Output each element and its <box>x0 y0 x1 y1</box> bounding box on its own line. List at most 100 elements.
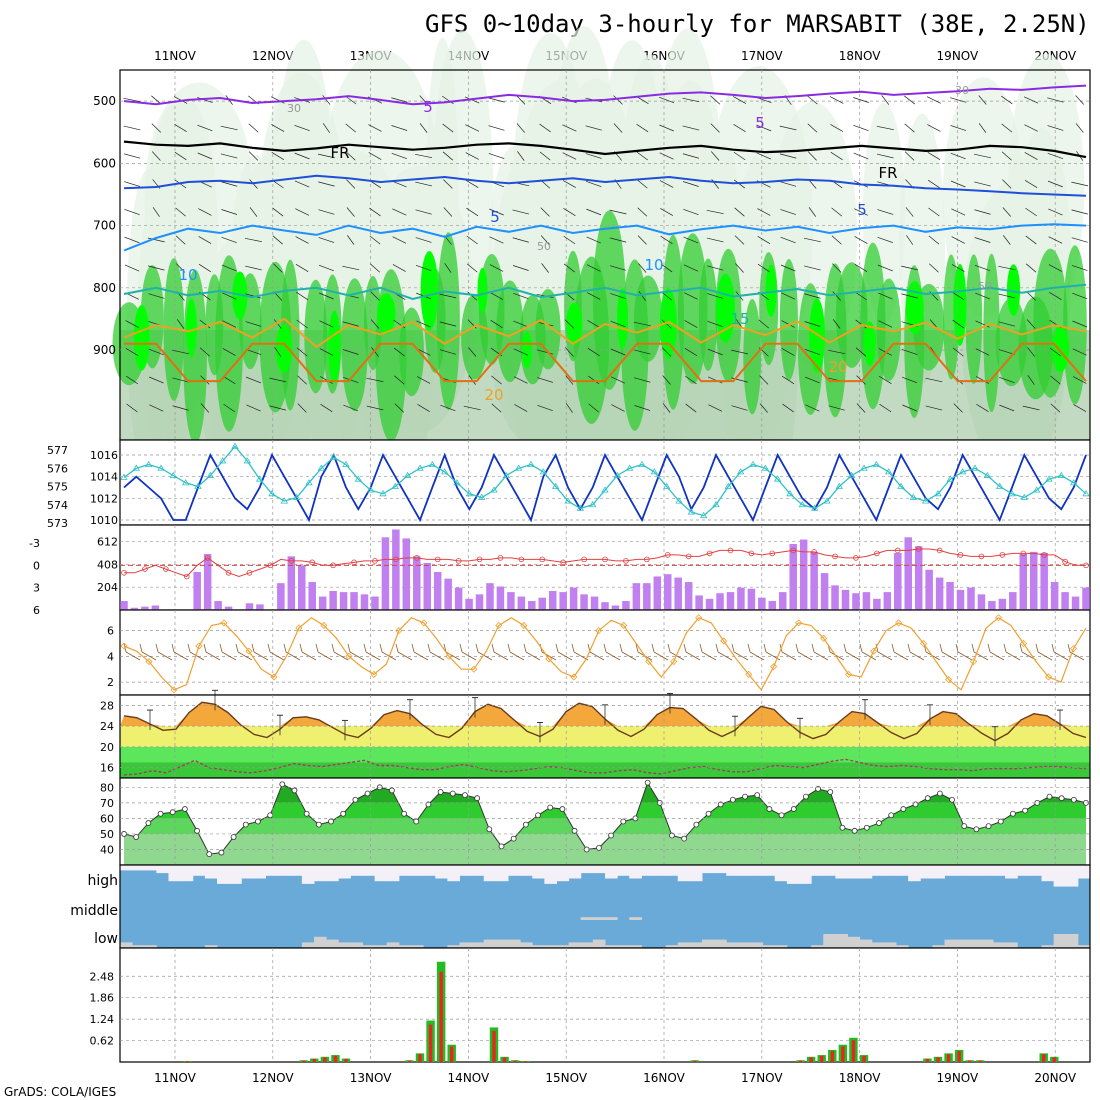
rh-moist-area <box>341 278 368 411</box>
cloud-low-bar <box>495 939 509 948</box>
wind10-point <box>145 657 153 666</box>
rh2m-point <box>1022 807 1029 814</box>
rh-moist-area <box>779 259 798 381</box>
wind10-barb-feather <box>1019 643 1023 653</box>
wind-barb <box>415 265 432 271</box>
wind-barb <box>272 207 284 217</box>
wind-barb <box>468 347 477 357</box>
wind10-barb-feather <box>571 643 575 653</box>
cloud-low-bar <box>932 945 945 948</box>
slp-tick: 1014 <box>90 471 118 484</box>
cloud-low-bar <box>762 945 776 948</box>
wind-barb <box>707 293 724 299</box>
wind-barb <box>853 97 869 103</box>
wind-barb <box>197 124 213 132</box>
cloud-high-bar <box>689 865 703 882</box>
wind-barb <box>781 320 795 328</box>
wind-barb <box>779 125 797 131</box>
wind10-barb-feather <box>1051 643 1055 653</box>
wind10-barb <box>701 651 717 661</box>
wind-barb <box>854 208 868 216</box>
wind-barb <box>904 123 915 133</box>
rh2m-point <box>985 823 992 830</box>
wind-barb <box>1025 235 1037 245</box>
wind-barb <box>319 320 334 328</box>
rh2m-point <box>693 821 700 828</box>
wind-barb <box>879 403 892 413</box>
cloud-low-bar <box>120 942 133 948</box>
wind10-point <box>370 670 378 678</box>
cape-bar <box>758 597 766 610</box>
wind10-barb-feather <box>219 643 223 653</box>
cloud-low-bar <box>956 939 970 948</box>
wind-barb <box>976 403 989 413</box>
wind10-barb <box>269 651 285 661</box>
wind-barb <box>978 123 987 133</box>
wind-barb <box>659 96 675 104</box>
cloud-high-bar <box>168 865 182 882</box>
wind-barb <box>443 179 453 189</box>
rh2m-point <box>535 812 541 819</box>
rh2m-point <box>997 818 1004 825</box>
wind-barb <box>273 319 282 329</box>
cape-bar <box>1082 587 1090 610</box>
wind-barb <box>123 153 141 159</box>
precip-tick: 0.62 <box>90 1035 115 1048</box>
contour-label: FR <box>330 144 349 162</box>
wind-barb <box>877 264 893 272</box>
wind-barb <box>1001 95 1013 105</box>
wind-barb <box>564 319 575 329</box>
isotherm-10 <box>123 223 1087 252</box>
date-label-top: 18NOV <box>839 49 881 63</box>
contour-label: 20 <box>828 358 847 376</box>
precip-convective-bar <box>841 1046 845 1062</box>
wind-barb <box>878 292 893 300</box>
rh-saturated-area <box>566 302 583 345</box>
cape-bar <box>130 607 139 610</box>
wind10-barb <box>125 651 141 661</box>
cape-bar <box>643 583 651 610</box>
wind-barb <box>1002 207 1012 217</box>
wind-barb <box>1003 235 1011 245</box>
wind-barb <box>200 375 210 385</box>
thickness-point <box>934 490 942 497</box>
contour-label: FR <box>878 164 897 182</box>
wind-barb <box>780 181 797 187</box>
cloud-low-bar <box>980 939 994 948</box>
thickness-point <box>564 497 572 504</box>
wind-barb <box>296 347 308 357</box>
cape-bar <box>684 582 693 610</box>
cloud-row-bg <box>120 892 1090 920</box>
wind-barb <box>540 207 550 217</box>
li-point <box>434 556 441 563</box>
pressure-tick: 900 <box>93 343 116 357</box>
cape-bar <box>528 601 536 610</box>
rh-moist-area <box>965 254 983 385</box>
wind-barb <box>1024 124 1038 132</box>
wind-barb <box>609 265 627 271</box>
wind-barb <box>781 292 796 300</box>
wind10-barb-feather <box>939 643 943 653</box>
cloud-low-bar <box>883 942 897 948</box>
wind-barb <box>637 179 648 189</box>
wind-barb <box>876 153 894 159</box>
wind10-barb-feather <box>315 643 319 653</box>
wind10-barb-feather <box>1067 643 1071 653</box>
thickness-point <box>1032 486 1041 493</box>
wind-barb <box>661 291 672 301</box>
li-point <box>476 556 483 563</box>
cape-bar <box>873 598 881 610</box>
cloud-high-bar <box>568 865 582 879</box>
wind-barb <box>245 265 262 271</box>
cloud-low-bar <box>993 942 1006 948</box>
wind-barb <box>950 152 966 160</box>
cloud-high-bar <box>908 865 921 882</box>
li-point <box>183 573 190 580</box>
wind-barb <box>610 293 626 299</box>
cloud-low-bar <box>556 945 570 948</box>
rh-saturated-area <box>863 321 876 366</box>
rh2m-point <box>620 818 627 825</box>
li-point <box>915 546 922 552</box>
wind-barb <box>466 207 479 217</box>
contour-label: 5 <box>857 201 867 219</box>
